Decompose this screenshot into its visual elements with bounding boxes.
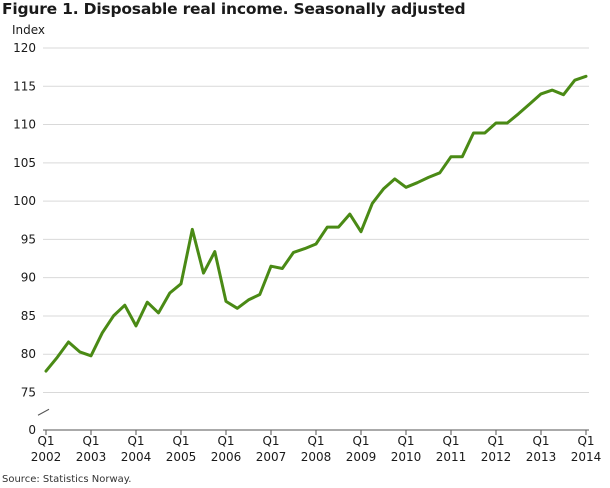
y-tick-0: 0 bbox=[28, 423, 36, 437]
y-tick-90: 90 bbox=[21, 271, 36, 285]
x-tick-quarter-2011: Q1 bbox=[442, 434, 459, 448]
x-tick-quarter-2009: Q1 bbox=[352, 434, 369, 448]
series-line-0 bbox=[44, 74, 588, 373]
y-tick-110: 110 bbox=[13, 118, 36, 132]
y-tick-120: 120 bbox=[13, 41, 36, 55]
x-tick-quarter-2006: Q1 bbox=[217, 434, 234, 448]
x-tick-year-2011: 2011 bbox=[436, 450, 467, 464]
x-tick-year-2013: 2013 bbox=[526, 450, 557, 464]
x-tick-labels: Q1 2002 Q1 2003 Q1 2004 Q1 2005 Q1 2006 Q1 2007 Q1 20… bbox=[31, 434, 602, 464]
x-tick-quarter-2002: Q1 bbox=[37, 434, 54, 448]
source-note: Source: Statistics Norway. bbox=[2, 474, 132, 485]
y-tick-labels: 0 75 80 85 90 95 100 105 110 115 120 bbox=[13, 41, 36, 437]
x-tick-quarter-2012: Q1 bbox=[487, 434, 504, 448]
y-tick-100: 100 bbox=[13, 194, 36, 208]
x-tick-year-2002: 2002 bbox=[31, 450, 62, 464]
x-tick-year-2009: 2009 bbox=[346, 450, 377, 464]
y-tick-105: 105 bbox=[13, 156, 36, 170]
gridlines bbox=[43, 47, 589, 393]
x-tick-year-2012: 2012 bbox=[481, 450, 512, 464]
y-tick-95: 95 bbox=[21, 232, 36, 246]
x-tick-year-2014: 2014 bbox=[571, 450, 602, 464]
series-layer bbox=[44, 74, 588, 373]
x-tick-quarter-2005: Q1 bbox=[172, 434, 189, 448]
x-tick-year-2006: 2006 bbox=[211, 450, 242, 464]
y-tick-80: 80 bbox=[21, 347, 36, 361]
axis-break-mark bbox=[37, 408, 50, 416]
x-tick-quarter-2010: Q1 bbox=[397, 434, 414, 448]
x-tick-quarter-2003: Q1 bbox=[82, 434, 99, 448]
x-tick-quarter-2013: Q1 bbox=[532, 434, 549, 448]
x-tick-quarter-2007: Q1 bbox=[262, 434, 279, 448]
x-tick-year-2003: 2003 bbox=[76, 450, 107, 464]
y-axis-label: Index bbox=[12, 23, 45, 37]
x-tick-quarter-2014: Q1 bbox=[577, 434, 594, 448]
x-tick-year-2010: 2010 bbox=[391, 450, 422, 464]
x-axis bbox=[37, 408, 589, 435]
y-tick-115: 115 bbox=[13, 79, 36, 93]
y-tick-75: 75 bbox=[21, 386, 36, 400]
y-tick-85: 85 bbox=[21, 309, 36, 323]
x-tick-year-2005: 2005 bbox=[166, 450, 197, 464]
chart-title: Figure 1. Disposable real income. Season… bbox=[2, 0, 466, 18]
x-tick-quarter-2008: Q1 bbox=[307, 434, 324, 448]
x-tick-year-2007: 2007 bbox=[256, 450, 287, 464]
x-tick-year-2008: 2008 bbox=[301, 450, 332, 464]
x-tick-quarter-2004: Q1 bbox=[127, 434, 144, 448]
x-tick-year-2004: 2004 bbox=[121, 450, 152, 464]
